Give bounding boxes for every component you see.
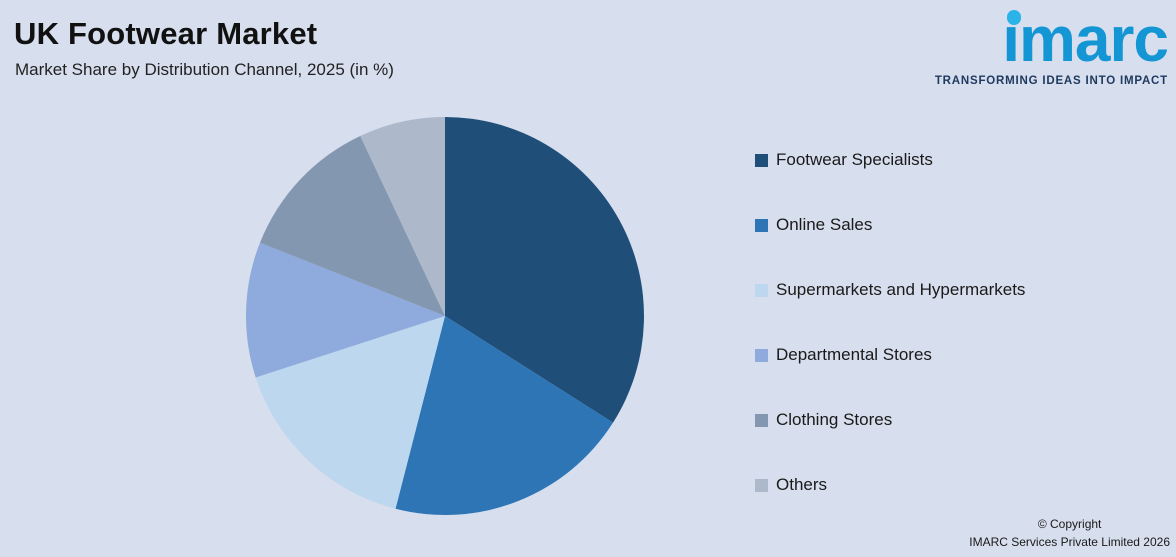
pie-slice-4 [259, 135, 445, 316]
page-subtitle: Market Share by Distribution Channel, 20… [15, 60, 394, 79]
legend-label: Supermarkets and Hypermarkets [776, 280, 1026, 299]
copyright-line2: IMARC Services Private Limited 2026 [969, 534, 1170, 549]
pie-chart-svg [245, 117, 644, 516]
pie-slice-5 [360, 117, 445, 316]
logo-wordmark: ımarc [1002, 3, 1169, 75]
pie-slice-1 [395, 316, 614, 516]
legend-item-supermarkets-hypermarkets: Supermarkets and Hypermarkets [755, 280, 1025, 300]
logo-dot-icon [1007, 10, 1022, 25]
legend-marker [755, 283, 768, 297]
legend-marker [755, 153, 768, 167]
legend-label: Online Sales [776, 215, 873, 234]
pie-chart [245, 116, 645, 516]
legend-marker [755, 478, 768, 492]
copyright-line1: © Copyright [1037, 517, 1102, 532]
legend-marker [755, 348, 768, 362]
pie-slice-0 [445, 117, 644, 423]
logo-text: ımarc [1002, 3, 1169, 75]
chart-legend: Footwear Specialists Online Sales Superm… [755, 150, 1025, 495]
legend-item-online-sales: Online Sales [755, 215, 1025, 235]
page-title: UK Footwear Market [14, 16, 318, 51]
legend-item-footwear-specialists: Footwear Specialists [755, 150, 1025, 170]
copyright-notice: © Copyright IMARC Services Private Limit… [969, 516, 1170, 551]
logo-tagline: TRANSFORMING IDEAS INTO IMPACT [934, 75, 1168, 88]
legend-label: Footwear Specialists [776, 150, 933, 169]
legend-label: Departmental Stores [776, 345, 932, 364]
legend-marker [755, 218, 768, 232]
legend-label: Clothing Stores [776, 410, 893, 429]
legend-item-clothing-stores: Clothing Stores [755, 410, 1025, 430]
legend-item-departmental-stores: Departmental Stores [755, 345, 1025, 365]
legend-item-others: Others [755, 475, 1025, 495]
pie-slice-2 [255, 316, 445, 509]
legend-label: Others [776, 475, 828, 494]
pie-slice-3 [245, 242, 445, 378]
imarc-logo: ımarc TRANSFORMING IDEAS INTO IMPACT [934, 3, 1169, 88]
legend-marker [755, 413, 768, 427]
